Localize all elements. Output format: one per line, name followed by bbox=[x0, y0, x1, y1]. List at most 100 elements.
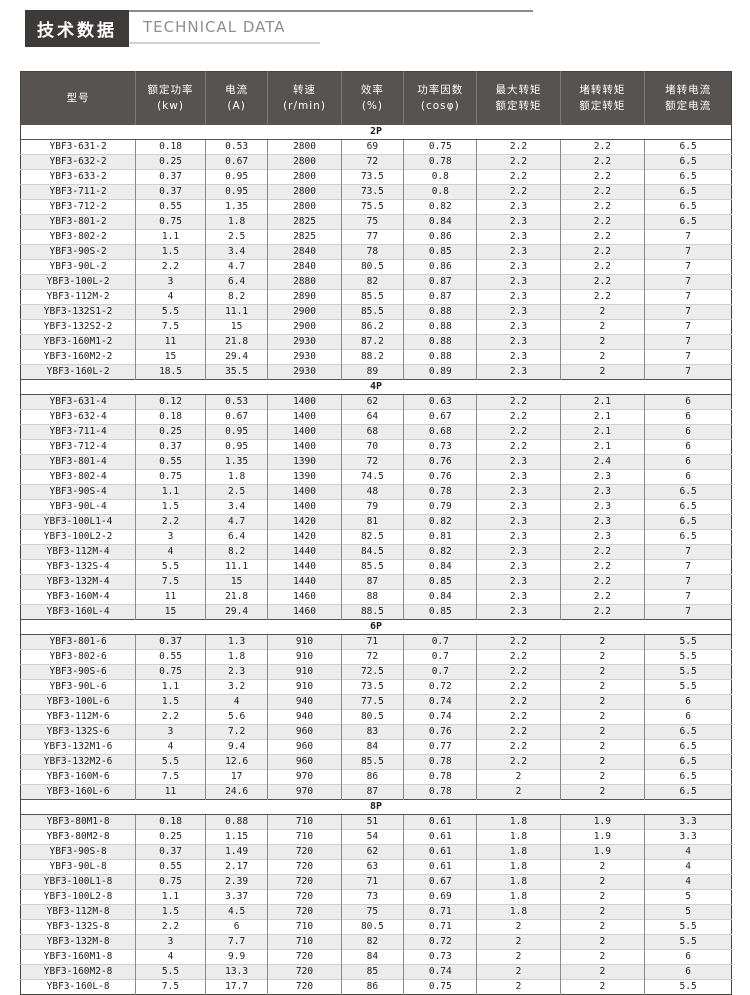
value-cell: 2.2 bbox=[559, 244, 645, 260]
model-cell: YBF3-160M2-8 bbox=[20, 964, 136, 980]
value-cell: 9.4 bbox=[204, 739, 268, 755]
value-cell: 1.8 bbox=[476, 874, 561, 890]
value-cell: 1400 bbox=[267, 439, 342, 455]
value-cell: 6.5 bbox=[644, 154, 732, 170]
value-cell: 2.1 bbox=[559, 439, 645, 455]
value-cell: 2.1 bbox=[559, 424, 645, 440]
value-cell: 0.75 bbox=[135, 664, 206, 680]
value-cell: 0.77 bbox=[403, 739, 477, 755]
value-cell: 62 bbox=[340, 394, 404, 410]
value-cell: 720 bbox=[267, 874, 342, 890]
value-cell: 0.53 bbox=[204, 139, 268, 155]
model-cell: YBF3-712-2 bbox=[20, 199, 136, 215]
column-header-line1: 电流 bbox=[225, 83, 249, 96]
value-cell: 18.5 bbox=[135, 364, 206, 380]
column-header: 效率 (%) bbox=[340, 71, 404, 125]
value-cell: 2.2 bbox=[559, 604, 645, 620]
value-cell: 970 bbox=[267, 784, 342, 800]
value-cell: 940 bbox=[267, 694, 342, 710]
value-cell: 910 bbox=[267, 649, 342, 665]
value-cell: 2.3 bbox=[476, 334, 561, 350]
value-cell: 0.8 bbox=[403, 169, 477, 185]
model-cell: YBF3-100L1-8 bbox=[20, 874, 136, 890]
value-cell: 5 bbox=[644, 889, 732, 905]
value-cell: 2.2 bbox=[476, 694, 561, 710]
value-cell: 0.53 bbox=[204, 394, 268, 410]
value-cell: 1.5 bbox=[135, 499, 206, 515]
value-cell: 0.67 bbox=[204, 409, 268, 425]
value-cell: 0.88 bbox=[403, 304, 477, 320]
value-cell: 2 bbox=[559, 874, 645, 890]
value-cell: 2.2 bbox=[476, 154, 561, 170]
value-cell: 6.5 bbox=[644, 724, 732, 740]
value-cell: 1440 bbox=[267, 574, 342, 590]
value-cell: 3 bbox=[135, 274, 206, 290]
column-header-line1: 型号 bbox=[66, 91, 90, 104]
value-cell: 2.2 bbox=[559, 169, 645, 185]
value-cell: 0.12 bbox=[135, 394, 206, 410]
model-cell: YBF3-132S2-2 bbox=[20, 319, 136, 335]
value-cell: 2900 bbox=[267, 319, 342, 335]
value-cell: 3.3 bbox=[644, 829, 732, 845]
value-cell: 5.5 bbox=[644, 664, 732, 680]
value-cell: 6.5 bbox=[644, 484, 732, 500]
value-cell: 9.9 bbox=[204, 949, 268, 965]
value-cell: 85.5 bbox=[340, 289, 404, 305]
value-cell: 720 bbox=[267, 949, 342, 965]
value-cell: 2.2 bbox=[476, 409, 561, 425]
value-cell: 5.5 bbox=[644, 919, 732, 935]
column-header-line1: 转速 bbox=[293, 83, 317, 96]
value-cell: 0.74 bbox=[403, 964, 477, 980]
value-cell: 2.3 bbox=[476, 529, 561, 545]
value-cell: 970 bbox=[267, 769, 342, 785]
value-cell: 88.5 bbox=[340, 604, 404, 620]
value-cell: 2 bbox=[559, 919, 645, 935]
value-cell: 1.5 bbox=[135, 904, 206, 920]
value-cell: 0.74 bbox=[403, 694, 477, 710]
value-cell: 2.2 bbox=[559, 184, 645, 200]
table-row: YBF3-160M2-2 15 29.4 2930 88.2 0.88 2.3 2 7 bbox=[20, 349, 732, 365]
value-cell: 0.7 bbox=[403, 664, 477, 680]
value-cell: 84 bbox=[340, 739, 404, 755]
value-cell: 0.72 bbox=[403, 679, 477, 695]
value-cell: 1390 bbox=[267, 454, 342, 470]
table-row: YBF3-160L-8 7.5 17.7 720 86 0.75 2 2 5.5 bbox=[20, 979, 732, 995]
value-cell: 2 bbox=[476, 979, 561, 995]
table-row: YBF3-90L-4 1.5 3.4 1400 79 0.79 2.3 2.3 6.5 bbox=[20, 499, 732, 515]
model-cell: YBF3-112M-4 bbox=[20, 544, 136, 560]
value-cell: 24.6 bbox=[204, 784, 268, 800]
value-cell: 71 bbox=[340, 634, 404, 650]
value-cell: 0.79 bbox=[403, 499, 477, 515]
value-cell: 0.7 bbox=[403, 634, 477, 650]
value-cell: 11 bbox=[135, 784, 206, 800]
value-cell: 2 bbox=[476, 919, 561, 935]
table-row: YBF3-160M2-8 5.5 13.3 720 85 0.74 2 2 6 bbox=[20, 964, 732, 980]
value-cell: 2.3 bbox=[476, 484, 561, 500]
value-cell: 0.67 bbox=[403, 409, 477, 425]
value-cell: 0.37 bbox=[135, 184, 206, 200]
value-cell: 7.5 bbox=[135, 979, 206, 995]
value-cell: 2 bbox=[559, 889, 645, 905]
value-cell: 17.7 bbox=[204, 979, 268, 995]
value-cell: 2.2 bbox=[135, 919, 206, 935]
value-cell: 80.5 bbox=[340, 259, 404, 275]
value-cell: 7 bbox=[644, 364, 732, 380]
value-cell: 1440 bbox=[267, 544, 342, 560]
value-cell: 80.5 bbox=[340, 709, 404, 725]
value-cell: 0.78 bbox=[403, 769, 477, 785]
value-cell: 0.95 bbox=[204, 184, 268, 200]
value-cell: 2.1 bbox=[559, 409, 645, 425]
value-cell: 3.3 bbox=[644, 814, 732, 830]
value-cell: 84.5 bbox=[340, 544, 404, 560]
model-cell: YBF3-90S-4 bbox=[20, 484, 136, 500]
value-cell: 1.8 bbox=[204, 214, 268, 230]
table-row: YBF3-132S2-2 7.5 15 2900 86.2 0.88 2.3 2 7 bbox=[20, 319, 732, 335]
value-cell: 2.3 bbox=[476, 589, 561, 605]
value-cell: 2.2 bbox=[559, 229, 645, 245]
model-cell: YBF3-802-6 bbox=[20, 649, 136, 665]
column-header-line2: (r/min) bbox=[283, 100, 326, 112]
value-cell: 0.75 bbox=[135, 469, 206, 485]
table-row: YBF3-160L-2 18.5 35.5 2930 89 0.89 2.3 2 7 bbox=[20, 364, 732, 380]
value-cell: 720 bbox=[267, 979, 342, 995]
value-cell: 86 bbox=[340, 979, 404, 995]
